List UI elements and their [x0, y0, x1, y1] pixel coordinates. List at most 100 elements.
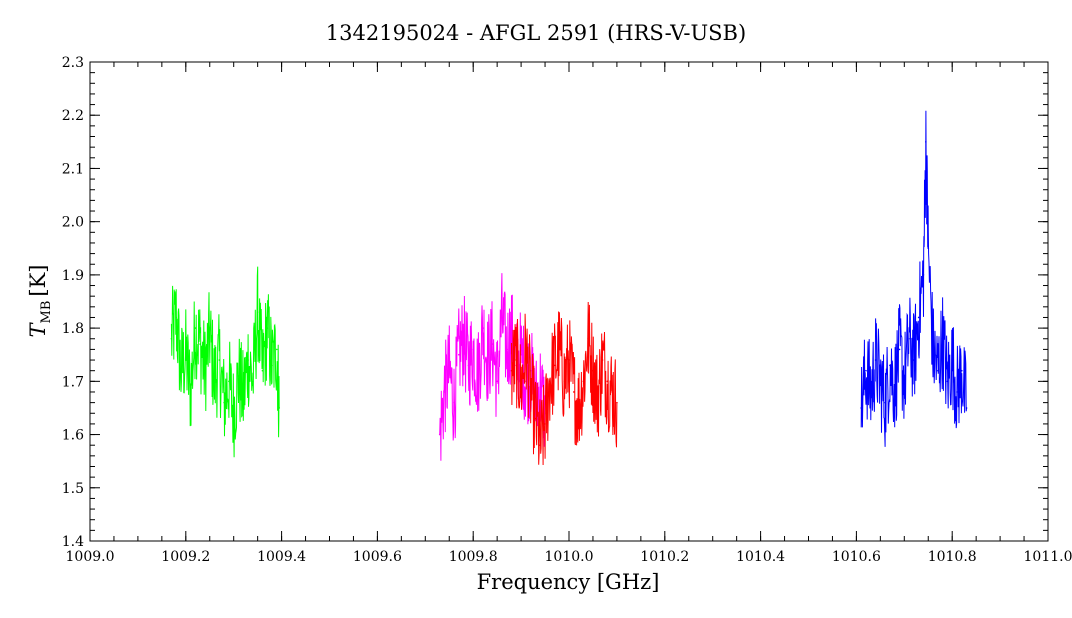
series-point-4 — [925, 141, 927, 143]
series-point-4 — [874, 359, 877, 361]
series-point-2 — [462, 337, 465, 340]
x-tick-label: 1010.4 — [736, 549, 785, 565]
y-tick-label: 2.0 — [62, 215, 84, 231]
x-tick-labels: 1009.0 1009.2 1009.4 1009.6 1009.8 1010.0 1010… — [66, 549, 1072, 565]
series-point-1 — [204, 369, 206, 372]
series-point-4 — [922, 274, 925, 276]
series-point-4 — [903, 380, 906, 383]
y-tick-label: 1.4 — [62, 534, 84, 550]
series-point-1 — [232, 412, 235, 415]
series-point-1 — [237, 375, 240, 377]
series-point-4 — [889, 364, 891, 367]
y-tick-label: 1.8 — [62, 321, 84, 337]
series-point-3 — [611, 391, 613, 393]
series-point-4 — [946, 380, 949, 383]
y-axis-label-sub: MB — [39, 301, 54, 324]
series-point-3 — [592, 369, 594, 372]
series-point-1 — [261, 369, 264, 372]
series-point-3 — [568, 359, 570, 361]
series-point-3 — [596, 396, 599, 399]
series-point-4 — [951, 359, 953, 361]
series-line-1 — [170, 266, 280, 458]
series-point-1 — [218, 359, 221, 361]
series-line-2 — [439, 273, 546, 461]
series-point-2 — [467, 364, 470, 367]
series-point-1 — [180, 369, 182, 372]
series-point-4 — [898, 348, 901, 351]
series-point-2 — [486, 359, 489, 361]
series-point-1 — [194, 327, 197, 329]
series-point-4 — [860, 407, 862, 409]
series-point-2 — [458, 353, 460, 356]
x-tick-label: 1011.0 — [1024, 549, 1072, 565]
series-point-2 — [505, 348, 508, 351]
series-point-1 — [242, 396, 245, 399]
series-layer — [170, 110, 968, 466]
y-tick-label: 1.9 — [62, 268, 84, 284]
series-point-4 — [865, 369, 867, 372]
series-point-4 — [913, 359, 915, 361]
series-point-1 — [256, 311, 259, 313]
series-point-2 — [453, 401, 455, 404]
series-point-3 — [534, 417, 537, 420]
series-point-3 — [558, 348, 561, 351]
x-axis-label: Frequency [GHz] — [477, 570, 660, 594]
series-point-3 — [544, 423, 546, 425]
series-point-3 — [606, 380, 609, 383]
tick-marks — [89, 61, 1049, 542]
x-tick-label: 1009.2 — [161, 549, 210, 565]
series-point-4 — [937, 369, 939, 372]
series-point-4 — [893, 385, 896, 388]
series-point-4 — [932, 348, 934, 351]
series-point-1 — [189, 391, 192, 393]
series-point-3 — [529, 391, 532, 393]
series-point-2 — [472, 348, 475, 351]
series-point-4 — [869, 391, 872, 393]
series-point-3 — [587, 337, 589, 340]
series-point-3 — [520, 385, 522, 388]
series-point-1 — [266, 327, 269, 329]
series-point-1 — [228, 380, 230, 383]
series-line-4 — [860, 110, 968, 447]
series-point-2 — [443, 391, 446, 393]
series-point-1 — [247, 359, 249, 361]
series-point-3 — [616, 401, 618, 404]
svg-text:TMB[K]: TMB [K] — [26, 265, 54, 338]
y-tick-label: 1.7 — [62, 374, 84, 390]
series-point-3 — [582, 380, 585, 383]
series-point-4 — [927, 247, 930, 250]
series-point-1 — [185, 353, 187, 356]
series-point-4 — [884, 401, 886, 404]
series-point-3 — [539, 444, 542, 447]
series-point-2 — [438, 433, 441, 436]
series-point-3 — [525, 348, 527, 351]
x-tick-label: 1010.2 — [640, 549, 689, 565]
plot-frame — [89, 61, 1049, 542]
series-point-4 — [879, 380, 882, 383]
series-point-3 — [572, 391, 575, 393]
x-tick-label: 1010.6 — [832, 549, 881, 565]
series-point-1 — [271, 364, 273, 367]
series-point-1 — [276, 348, 278, 351]
series-point-2 — [501, 316, 503, 319]
y-axis-label-main: T — [26, 321, 50, 337]
series-point-3 — [549, 380, 551, 383]
series-point-3 — [553, 364, 556, 367]
series-point-3 — [601, 359, 604, 361]
series-point-4 — [956, 391, 958, 393]
x-tick-label: 1009.4 — [257, 549, 306, 565]
y-tick-label: 1.6 — [62, 428, 84, 444]
series-point-2 — [510, 332, 513, 335]
series-point-1 — [278, 407, 281, 409]
y-tick-label: 1.5 — [62, 481, 84, 497]
series-point-2 — [477, 375, 479, 377]
chart-title: 1342195024 - AFGL 2591 (HRS-V-USB) — [326, 21, 746, 45]
y-tick-label: 2.2 — [62, 108, 84, 124]
series-point-3 — [563, 380, 566, 383]
y-tick-label: 2.3 — [62, 55, 84, 71]
x-tick-label: 1010.0 — [545, 549, 594, 565]
series-point-1 — [175, 316, 178, 319]
series-point-4 — [908, 337, 910, 340]
y-axis-label-unit: [K] — [26, 265, 50, 297]
